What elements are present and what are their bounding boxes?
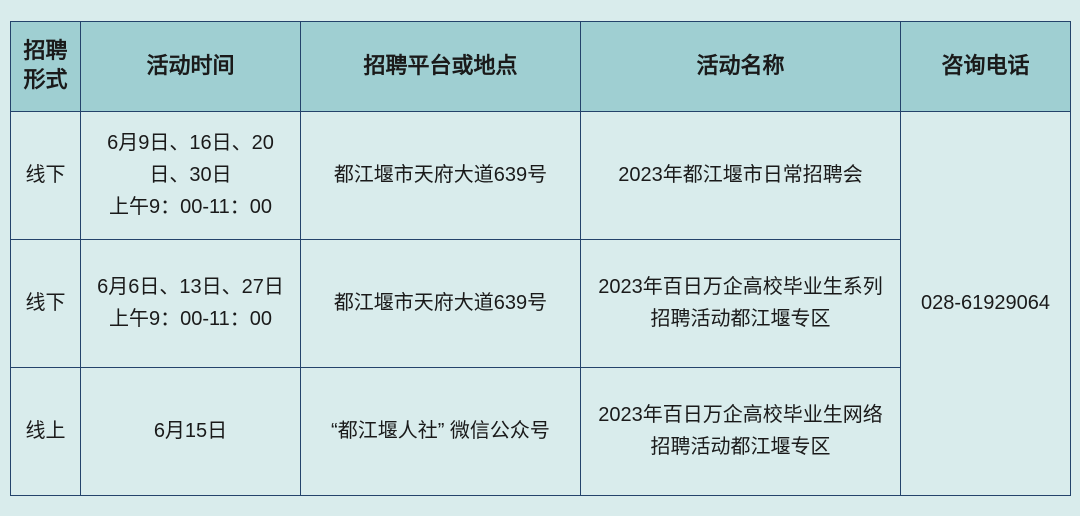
col-header-name: 活动名称: [581, 21, 901, 111]
cell-form: 线下: [11, 239, 81, 367]
col-header-form: 招聘形式: [11, 21, 81, 111]
cell-place: “都江堰人社” 微信公众号: [301, 367, 581, 495]
cell-form: 线上: [11, 367, 81, 495]
time-hours: 上午9：00-11：00: [89, 303, 292, 335]
col-header-phone: 咨询电话: [901, 21, 1071, 111]
table-header-row: 招聘形式 活动时间 招聘平台或地点 活动名称 咨询电话: [11, 21, 1071, 111]
time-dates: 6月15日: [89, 415, 292, 447]
recruitment-table: 招聘形式 活动时间 招聘平台或地点 活动名称 咨询电话 线下 6月9日、16日、…: [10, 21, 1071, 496]
cell-time: 6月9日、16日、20日、30日 上午9：00-11：00: [81, 111, 301, 239]
time-dates: 6月6日、13日、27日: [89, 271, 292, 303]
cell-time: 6月15日: [81, 367, 301, 495]
col-header-time: 活动时间: [81, 21, 301, 111]
time-hours: 上午9：00-11：00: [89, 191, 292, 223]
cell-name: 2023年都江堰市日常招聘会: [581, 111, 901, 239]
cell-place: 都江堰市天府大道639号: [301, 239, 581, 367]
cell-form: 线下: [11, 111, 81, 239]
cell-phone: 028-61929064: [901, 111, 1071, 495]
table-row: 线下 6月9日、16日、20日、30日 上午9：00-11：00 都江堰市天府大…: [11, 111, 1071, 239]
cell-place: 都江堰市天府大道639号: [301, 111, 581, 239]
cell-name: 2023年百日万企高校毕业生网络招聘活动都江堰专区: [581, 367, 901, 495]
time-dates: 6月9日、16日、20日、30日: [89, 127, 292, 191]
cell-name: 2023年百日万企高校毕业生系列招聘活动都江堰专区: [581, 239, 901, 367]
cell-time: 6月6日、13日、27日 上午9：00-11：00: [81, 239, 301, 367]
col-header-place: 招聘平台或地点: [301, 21, 581, 111]
